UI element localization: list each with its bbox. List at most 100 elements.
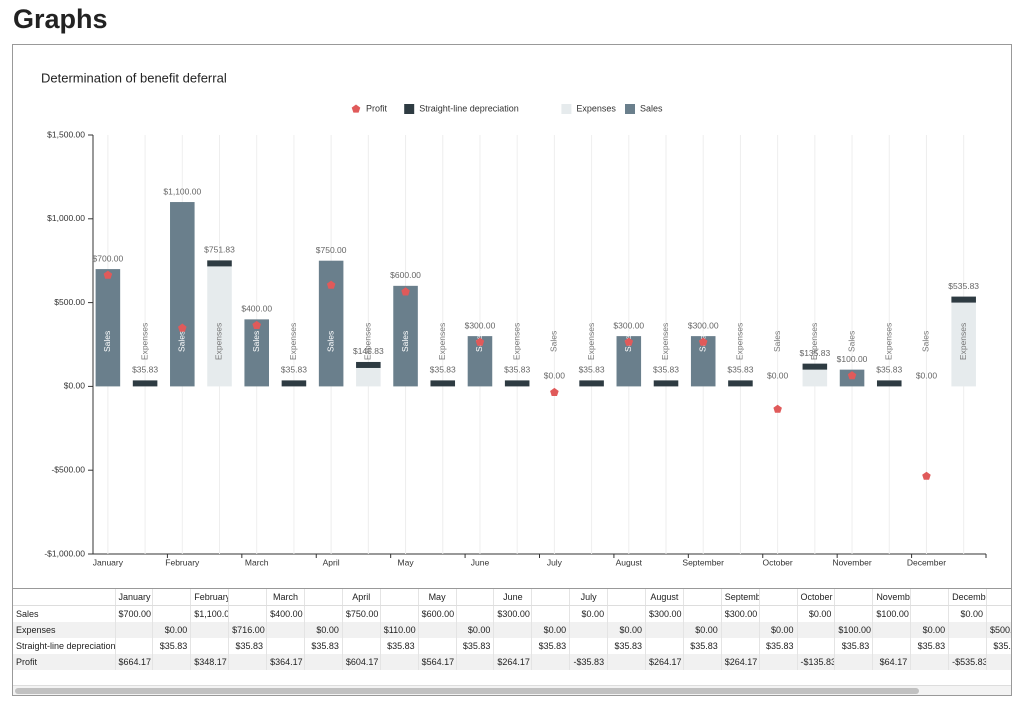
table-cell: $364.17 — [266, 654, 305, 670]
legend-swatch — [561, 104, 572, 114]
bar-segment — [430, 380, 456, 387]
table-empty-cell — [569, 622, 609, 638]
table-cell: $0.00 — [531, 622, 571, 638]
bar-segment — [504, 380, 530, 387]
table-cell: $35.83 — [683, 638, 722, 654]
scrollbar[interactable] — [13, 685, 1011, 695]
table-empty-cell — [645, 622, 684, 638]
bar-segment — [170, 202, 195, 387]
stack-name-label: Sales — [325, 331, 335, 352]
table-header-row: January February March April May June July Augu… — [13, 589, 1011, 606]
table-cell: $604.17 — [342, 654, 381, 670]
stack-name-label: Sales — [102, 331, 112, 352]
profit-marker — [922, 471, 931, 480]
data-table: January February March April May June July Augu… — [13, 589, 1011, 670]
page-title: Graphs — [13, 4, 108, 34]
bar-segment — [802, 369, 828, 387]
table-empty-cell — [342, 622, 381, 638]
table-cell: $0.00 — [759, 622, 798, 638]
table-empty-cell — [645, 638, 684, 654]
bar-segment — [728, 380, 753, 387]
scrollbar-thumb[interactable] — [15, 688, 919, 694]
stack-total-label: $35.83 — [430, 365, 456, 375]
table-cell: $264.17 — [493, 654, 533, 670]
table-cell: $35.83 — [228, 638, 268, 654]
y-tick-label: $1,000.00 — [47, 213, 85, 223]
stack-total-label: $35.83 — [876, 365, 902, 375]
stack-name-label: Sales — [921, 331, 931, 352]
table-empty-cell — [948, 622, 987, 638]
table-cell: $700.00 — [115, 605, 154, 622]
stack-name-label: Sales — [549, 331, 559, 352]
stack-name-label: Expenses — [139, 323, 149, 360]
table-cell: $264.17 — [645, 654, 684, 670]
bar-segment — [876, 380, 902, 387]
table-empty-cell — [228, 605, 268, 622]
table-cell: $0.00 — [569, 605, 609, 622]
profit-marker — [550, 387, 559, 396]
table-cell: $35.83 — [607, 638, 646, 654]
table-empty-cell — [797, 638, 836, 654]
table-cell: $300.00 — [645, 605, 684, 622]
table-cell: $100.00 — [872, 605, 912, 622]
stack-total-label: $35.83 — [132, 365, 158, 375]
legend-marker — [351, 104, 361, 113]
stack-total-label: $0.00 — [916, 371, 938, 381]
table-empty-cell — [190, 638, 230, 654]
stack-total-label: $0.00 — [767, 371, 789, 381]
table-cell: $348.17 — [190, 654, 230, 670]
profit-marker — [326, 280, 336, 289]
table-blank-header — [531, 589, 571, 606]
stack-name-label: Expenses — [660, 323, 670, 360]
table-cell: $264.17 — [721, 654, 760, 670]
table-blank-header — [834, 589, 874, 606]
stack-name-label: Sales — [251, 331, 261, 352]
table-empty-cell — [456, 654, 495, 670]
table-empty-cell — [228, 654, 268, 670]
table-month-header: August — [645, 589, 684, 606]
bar-segment — [318, 260, 344, 387]
table-empty-cell — [493, 622, 533, 638]
bar-segment — [653, 380, 679, 387]
table-cell: $0.00 — [948, 605, 987, 622]
table-cell: $564.17 — [418, 654, 457, 670]
table-row-header: Profit — [13, 654, 116, 670]
stack-total-label: $300.00 — [613, 320, 644, 330]
table-cell: $0.00 — [456, 622, 495, 638]
stack-total-label: $35.83 — [653, 365, 679, 375]
stack-name-label: Expenses — [288, 323, 298, 360]
y-tick-label: -$1,000.00 — [44, 548, 85, 558]
stack-total-label: $1,100.00 — [163, 186, 201, 196]
stack-name-label: Expenses — [214, 323, 224, 360]
stack-total-label: $600.00 — [390, 270, 421, 280]
table-empty-cell — [115, 622, 154, 638]
table-empty-cell — [493, 638, 533, 654]
x-tick-label: August — [616, 557, 643, 567]
bar-segment — [132, 380, 158, 387]
table-blank-header — [607, 589, 646, 606]
table-empty-cell — [872, 622, 912, 638]
table-cell: $500.00 — [986, 622, 1011, 638]
table-empty-cell — [380, 605, 419, 622]
table-month-header: January — [115, 589, 154, 606]
stack-name-label: Expenses — [511, 323, 521, 360]
table-empty-cell — [115, 638, 154, 654]
stack-name-label: Sales — [400, 331, 410, 352]
table-cell: $0.00 — [152, 622, 192, 638]
legend-label: Straight-line depreciation — [419, 103, 519, 113]
x-tick-label: April — [323, 557, 340, 567]
table-empty-cell — [266, 638, 305, 654]
table-month-header: February — [190, 589, 230, 606]
profit-marker — [178, 323, 187, 332]
profit-marker — [773, 404, 782, 413]
bar-segment — [95, 269, 121, 387]
table-empty-cell — [721, 638, 760, 654]
table-empty-cell — [759, 605, 798, 622]
y-tick-label: $0.00 — [64, 381, 86, 391]
table-month-header: November — [872, 589, 912, 606]
stack-total-label: $751.83 — [204, 245, 235, 255]
stack-total-label: $35.83 — [504, 365, 530, 375]
table-cell: $1,100.00 — [190, 605, 230, 622]
table-cell: $750.00 — [342, 605, 381, 622]
y-tick-label: $1,500.00 — [47, 129, 85, 139]
